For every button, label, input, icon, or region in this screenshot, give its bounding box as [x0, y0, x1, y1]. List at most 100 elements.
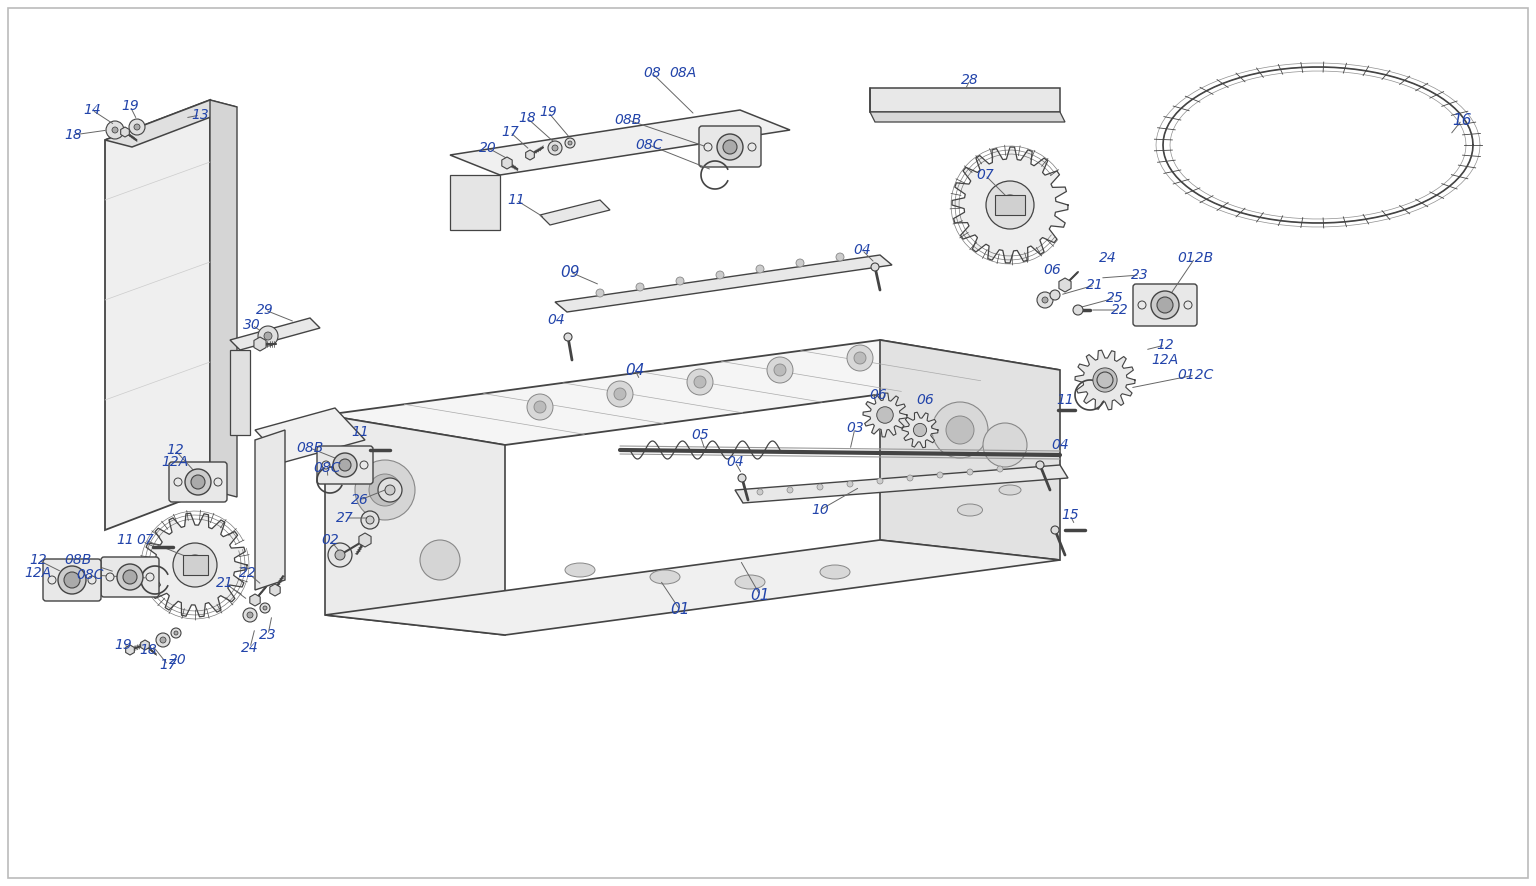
Text: 12: 12: [29, 553, 48, 567]
Circle shape: [174, 543, 217, 587]
Circle shape: [419, 540, 459, 580]
Text: 012B: 012B: [1177, 251, 1213, 265]
Text: 15: 15: [1061, 508, 1078, 522]
Polygon shape: [141, 640, 149, 650]
Polygon shape: [104, 100, 237, 147]
Circle shape: [157, 633, 170, 647]
Circle shape: [160, 637, 166, 643]
Text: 21: 21: [217, 576, 233, 590]
Circle shape: [1097, 372, 1114, 388]
Text: 04: 04: [727, 455, 743, 469]
Circle shape: [1037, 292, 1054, 308]
Circle shape: [703, 143, 713, 151]
Circle shape: [1184, 301, 1192, 309]
Circle shape: [766, 357, 793, 383]
Text: 02: 02: [321, 533, 339, 547]
Circle shape: [361, 511, 379, 529]
Circle shape: [170, 628, 181, 638]
Circle shape: [355, 460, 415, 520]
Polygon shape: [230, 350, 250, 435]
Polygon shape: [250, 594, 260, 606]
Circle shape: [106, 121, 124, 139]
Text: 19: 19: [539, 105, 558, 119]
Circle shape: [190, 475, 204, 489]
Circle shape: [614, 388, 627, 400]
FancyBboxPatch shape: [101, 557, 160, 597]
Circle shape: [123, 570, 137, 584]
Circle shape: [676, 277, 684, 285]
Circle shape: [329, 543, 352, 567]
Circle shape: [184, 555, 204, 575]
Circle shape: [1150, 291, 1180, 319]
Circle shape: [146, 573, 154, 581]
Text: 11: 11: [507, 193, 525, 207]
Polygon shape: [450, 175, 501, 230]
Circle shape: [723, 140, 737, 154]
Polygon shape: [126, 645, 134, 655]
Text: 27: 27: [336, 511, 353, 525]
Polygon shape: [525, 150, 535, 160]
Polygon shape: [541, 200, 610, 225]
Circle shape: [937, 472, 943, 478]
Circle shape: [359, 461, 369, 469]
Circle shape: [65, 572, 80, 588]
Text: 09: 09: [561, 265, 579, 279]
Circle shape: [134, 124, 140, 130]
Circle shape: [997, 466, 1003, 472]
Text: 20: 20: [479, 141, 496, 155]
Text: 04: 04: [852, 243, 871, 257]
Text: 10: 10: [811, 503, 829, 517]
Polygon shape: [326, 540, 1060, 635]
Circle shape: [378, 478, 402, 502]
Circle shape: [854, 352, 866, 364]
Circle shape: [757, 489, 763, 495]
Text: 06: 06: [869, 388, 886, 402]
Text: 23: 23: [1130, 268, 1149, 282]
Ellipse shape: [736, 575, 765, 589]
Polygon shape: [502, 157, 511, 169]
Text: 22: 22: [1111, 303, 1129, 317]
Text: 01: 01: [670, 602, 690, 618]
Text: 05: 05: [691, 428, 710, 442]
Text: 08B: 08B: [296, 441, 324, 455]
Text: 12: 12: [166, 443, 184, 457]
Text: 08: 08: [644, 66, 660, 80]
Circle shape: [548, 141, 562, 155]
Circle shape: [58, 566, 86, 594]
Circle shape: [129, 119, 144, 135]
Text: 29: 29: [257, 303, 273, 317]
Polygon shape: [554, 255, 892, 312]
Polygon shape: [326, 340, 1060, 445]
Circle shape: [323, 461, 330, 469]
Text: 13: 13: [190, 108, 209, 122]
Circle shape: [946, 416, 974, 444]
Circle shape: [786, 487, 793, 493]
Polygon shape: [183, 555, 207, 575]
Circle shape: [774, 364, 786, 376]
Circle shape: [527, 394, 553, 420]
Polygon shape: [1058, 278, 1071, 292]
Circle shape: [214, 478, 223, 486]
Text: 23: 23: [260, 628, 276, 642]
Text: 11: 11: [117, 533, 134, 547]
Text: 12A: 12A: [161, 455, 189, 469]
Polygon shape: [255, 430, 286, 590]
Circle shape: [88, 576, 95, 584]
Polygon shape: [869, 88, 1060, 112]
Circle shape: [106, 573, 114, 581]
Circle shape: [968, 469, 972, 475]
Text: 04: 04: [1051, 438, 1069, 452]
Text: 08C: 08C: [77, 568, 104, 582]
Circle shape: [1035, 461, 1044, 469]
Circle shape: [339, 459, 352, 471]
Text: 11: 11: [1057, 393, 1074, 407]
Text: 30: 30: [243, 318, 261, 332]
Text: 08C: 08C: [313, 461, 341, 475]
Circle shape: [247, 612, 253, 618]
Circle shape: [366, 516, 373, 524]
Circle shape: [836, 253, 843, 261]
Circle shape: [717, 134, 743, 160]
Circle shape: [1000, 195, 1020, 215]
Text: 07: 07: [975, 168, 994, 182]
Circle shape: [871, 263, 879, 271]
